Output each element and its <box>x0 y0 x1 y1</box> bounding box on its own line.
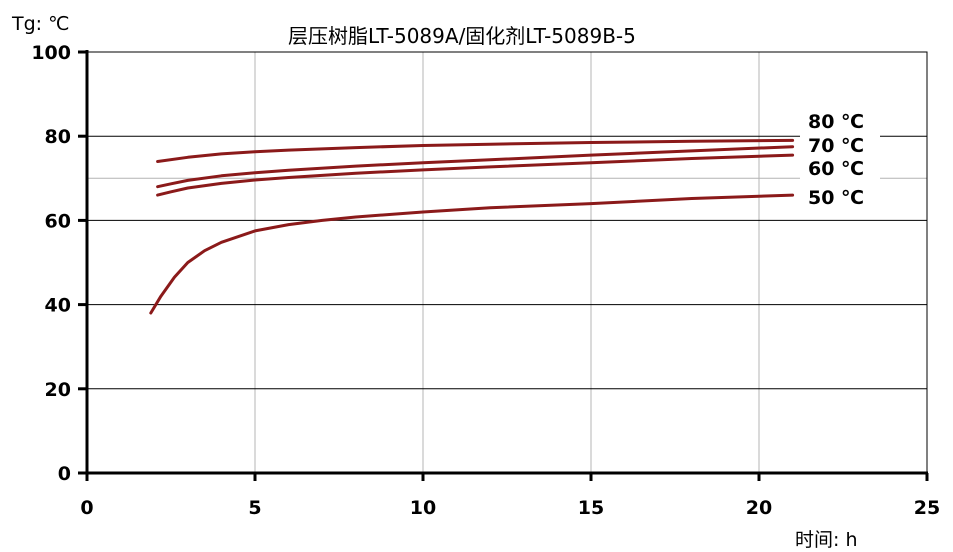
series-line <box>156 145 795 189</box>
y-axis-label: Tg: ℃ <box>12 13 70 35</box>
y-tick-label: 80 <box>45 126 71 148</box>
axes-layer <box>78 50 929 481</box>
series-label-bg <box>800 135 880 157</box>
series-label: 70 ℃ <box>808 135 864 157</box>
tick-layer: 0 20 40 60 80 100 0 5 10 15 20 25 80 ℃70 ℃60 ℃ 50 ℃ <box>31 42 940 519</box>
series-line <box>149 193 795 315</box>
series-layer <box>149 138 795 315</box>
grid-layer <box>87 52 927 473</box>
series-label: 50 ℃ <box>808 187 864 209</box>
x-tick-label: 0 <box>80 497 93 519</box>
series-label-bg <box>800 111 880 133</box>
x-tick-label: 5 <box>248 497 261 519</box>
x-axis-label: 时间: h <box>795 529 858 551</box>
series-label: 80 ℃ <box>808 111 864 133</box>
series-label-bg <box>800 187 880 209</box>
y-tick-label: 100 <box>31 42 71 64</box>
x-tick-label: 15 <box>578 497 604 519</box>
y-tick-label: 0 <box>58 463 71 485</box>
y-tick-label: 60 <box>45 210 71 232</box>
series-line <box>156 138 795 163</box>
y-tick-label: 40 <box>45 295 71 317</box>
x-tick-label: 20 <box>746 497 772 519</box>
x-tick-label: 25 <box>914 497 940 519</box>
chart-title: 层压树脂LT-5089A/固化剂LT-5089B-5 <box>288 24 636 48</box>
x-tick-label: 10 <box>410 497 436 519</box>
series-label: 60 ℃ <box>808 158 864 180</box>
y-tick-label: 20 <box>45 379 71 401</box>
series-label-bg <box>800 158 880 180</box>
series-line <box>156 153 795 197</box>
